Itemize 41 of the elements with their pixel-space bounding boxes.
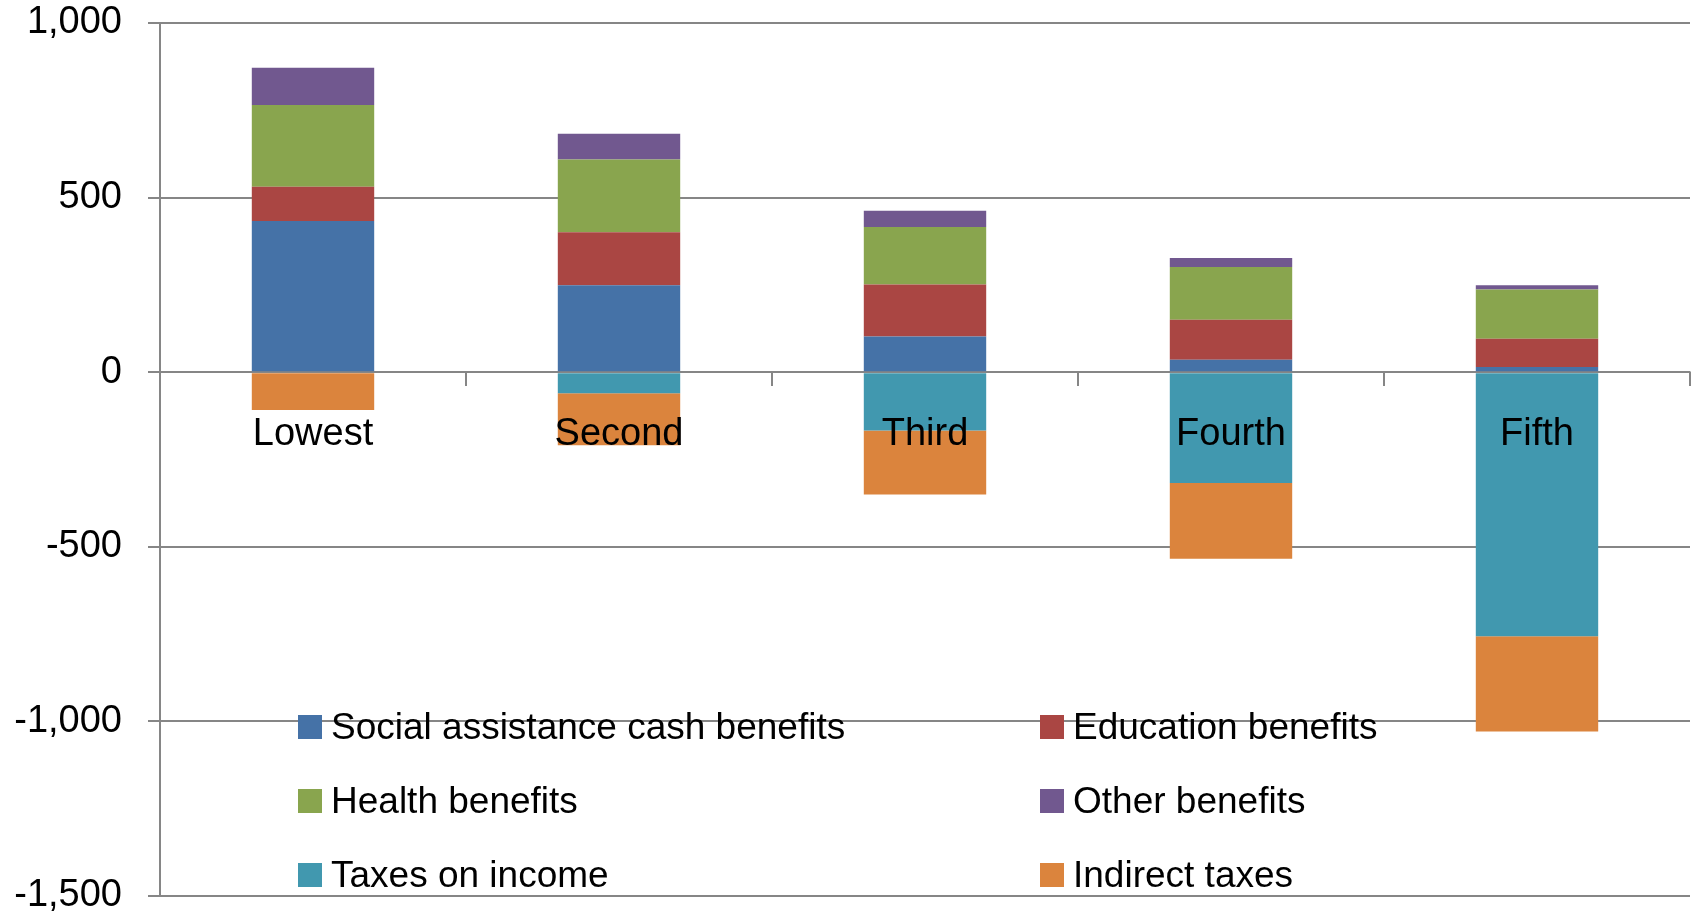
- bar: [557, 232, 681, 286]
- bar: [1169, 267, 1293, 320]
- bar: [863, 210, 987, 227]
- legend-label: Health benefits: [331, 780, 578, 822]
- y-tick-label: -1,500: [14, 872, 122, 913]
- bar: [1475, 285, 1599, 290]
- bar: [1475, 366, 1599, 372]
- bar: [863, 284, 987, 337]
- bar: [1475, 636, 1599, 732]
- bar: [557, 285, 681, 372]
- x-tick-label: Fifth: [1500, 411, 1574, 454]
- bar: [251, 105, 375, 187]
- legend-label: Other benefits: [1073, 780, 1306, 822]
- bar: [251, 67, 375, 106]
- y-tick-label: 1,000: [26, 0, 122, 42]
- legend-label: Education benefits: [1073, 706, 1378, 748]
- bar: [251, 373, 375, 410]
- bar: [1475, 373, 1599, 637]
- y-tick-label: -500: [45, 523, 122, 566]
- legend-label: Taxes on income: [331, 854, 609, 896]
- bar: [1169, 319, 1293, 360]
- bar: [1169, 359, 1293, 372]
- bar: [863, 336, 987, 372]
- bar: [1169, 258, 1293, 268]
- bar: [1475, 289, 1599, 339]
- bar: [251, 221, 375, 372]
- x-tick-label: Fourth: [1176, 411, 1286, 454]
- bar: [557, 373, 681, 394]
- legend-label: Indirect taxes: [1073, 854, 1294, 896]
- bar: [251, 186, 375, 221]
- legend-label: Social assistance cash benefits: [331, 706, 846, 748]
- bar: [557, 159, 681, 233]
- x-tick-label: Lowest: [252, 411, 374, 454]
- bar: [1169, 482, 1293, 559]
- y-tick-label: 0: [100, 348, 122, 391]
- bar: [863, 226, 987, 285]
- bar: [1169, 373, 1293, 483]
- y-tick-label: 500: [58, 174, 122, 217]
- bar: [557, 133, 681, 160]
- y-tick-label: -1,000: [14, 697, 122, 740]
- bar: [1475, 338, 1599, 367]
